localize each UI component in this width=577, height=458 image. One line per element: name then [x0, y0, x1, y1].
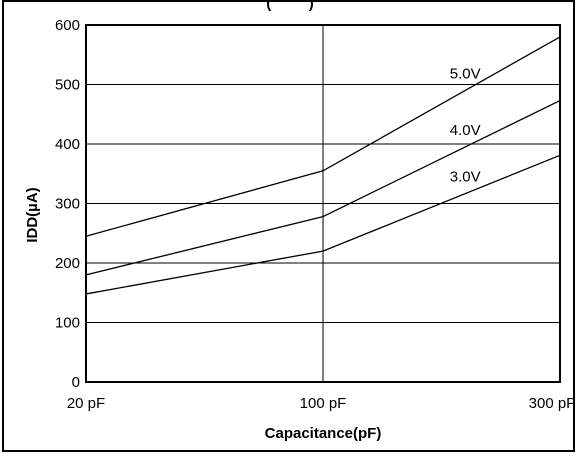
x-axis-ticks: 20 pF 100 pF 300 pF [67, 395, 576, 412]
y-tick-label: 100 [55, 315, 80, 332]
y-tick-label: 200 [55, 255, 80, 272]
y-axis-ticks: 0 100 200 300 400 500 600 [55, 17, 80, 391]
series-line-5-0v [85, 36, 561, 237]
series-line-3-0v [85, 154, 561, 295]
series-label: 4.0V [450, 122, 481, 139]
x-tick-label: 300 pF [529, 395, 576, 412]
x-tick-label: 100 pF [300, 395, 347, 412]
y-tick-label: 500 [55, 77, 80, 94]
x-axis-title: Capacitance(pF) [265, 425, 382, 442]
series-label: 5.0V [450, 65, 481, 82]
x-tick-label: 20 pF [67, 395, 105, 412]
series-line-4-0v [85, 99, 561, 276]
chart-title: ( ) [266, 0, 314, 12]
plot-border [85, 24, 561, 383]
y-tick-label: 400 [55, 136, 80, 153]
y-tick-label: 300 [55, 196, 80, 213]
series-label: 3.0V [450, 169, 481, 186]
y-tick-label: 0 [72, 374, 80, 391]
y-tick-label: 600 [55, 17, 80, 34]
series-labels: 5.0V 4.0V 3.0V [450, 65, 481, 185]
y-axis-title: IDD(µA) [24, 187, 41, 242]
series-lines [85, 36, 561, 295]
grid [86, 25, 560, 382]
